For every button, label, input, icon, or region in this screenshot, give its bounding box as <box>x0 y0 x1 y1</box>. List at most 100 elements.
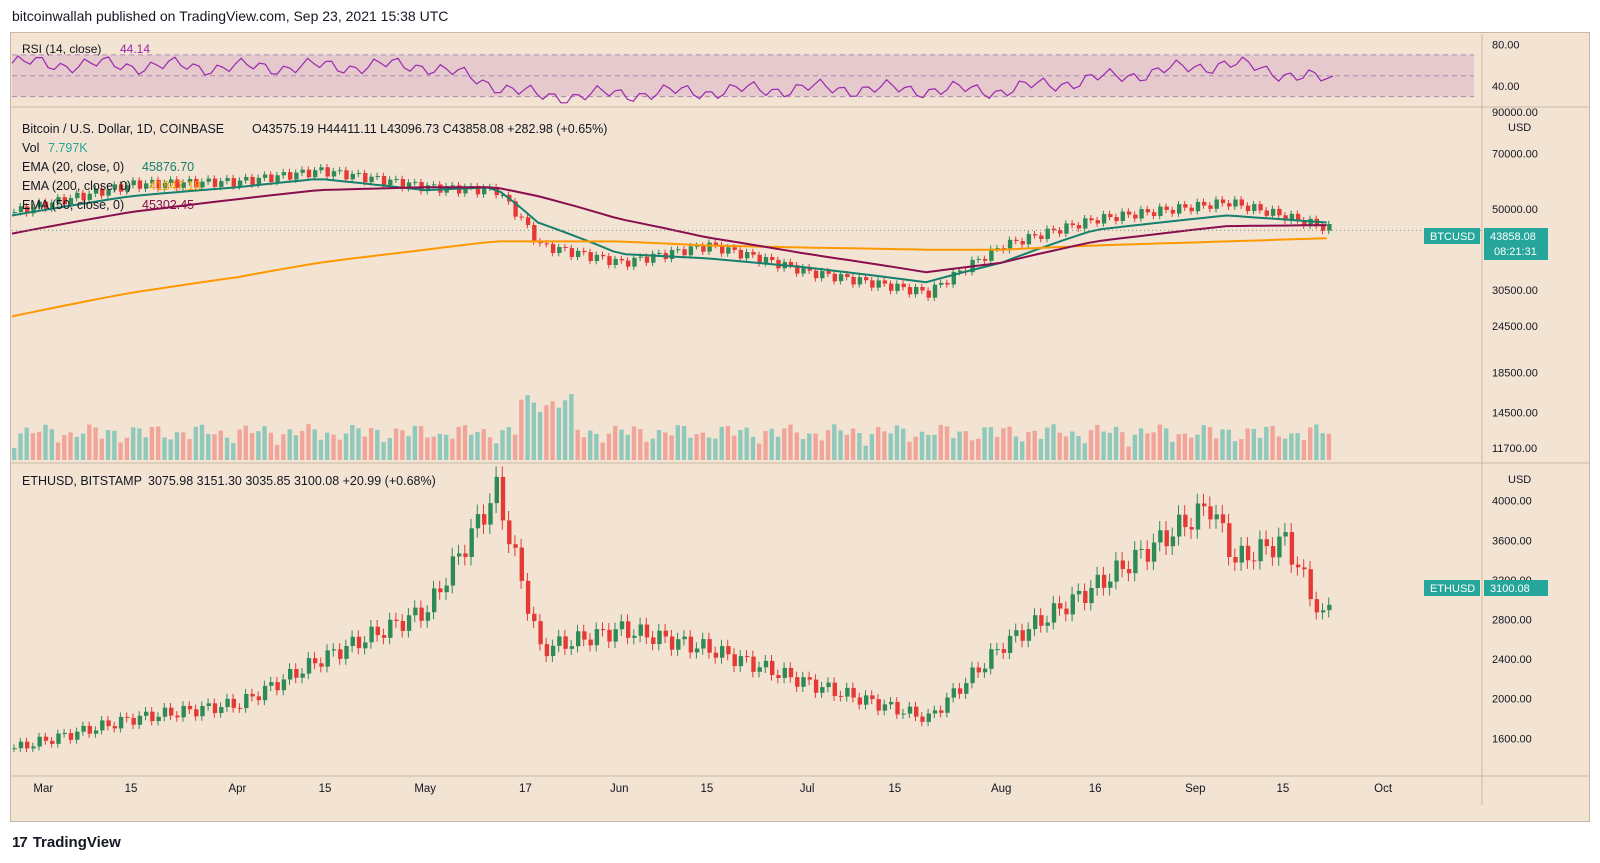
volume-bar <box>525 395 530 460</box>
btc-candle-body <box>1158 206 1163 216</box>
volume-bar <box>249 433 255 460</box>
btc-candle-body <box>43 201 49 209</box>
btc-candle-body <box>1283 215 1288 221</box>
volume-bar <box>1289 433 1294 460</box>
eth-candle-body <box>1101 574 1107 588</box>
btc-symbol-tag-text: BTCUSD <box>1430 231 1475 243</box>
volume-bar <box>757 443 762 460</box>
eth-candle-body <box>895 701 900 715</box>
eth-candle-body <box>663 630 668 637</box>
btc-candle-body <box>1020 241 1025 245</box>
btc-candle-body <box>156 179 161 189</box>
btc-candle-body <box>632 257 637 267</box>
btc-price-tag <box>1484 228 1548 260</box>
volume-bar <box>951 438 956 460</box>
btc-candle-body <box>1270 208 1276 216</box>
volume-bar <box>1320 433 1325 460</box>
volume-bar <box>105 430 111 460</box>
volume-bar <box>43 424 48 460</box>
volume-bar <box>663 432 668 460</box>
volume-bar <box>1145 433 1150 460</box>
volume-bar <box>782 428 787 460</box>
btc-candle-body <box>118 184 124 192</box>
eth-candle-body <box>1039 615 1044 626</box>
volume-bar <box>644 441 649 460</box>
volume-bar <box>1214 438 1219 460</box>
btc-candle-body <box>851 277 856 285</box>
btc-candle-body <box>745 252 750 259</box>
vol-label: Vol <box>22 141 39 155</box>
btc-candle-body <box>181 182 186 188</box>
eth-candle-body <box>682 636 687 640</box>
volume-bar <box>256 431 261 460</box>
eth-candle-body <box>713 652 719 658</box>
eth-candle-body <box>1020 630 1025 641</box>
btc-candle-body <box>939 282 944 285</box>
btc-tick: 50000.00 <box>1492 204 1538 216</box>
eth-candle-body <box>751 656 756 672</box>
btc-candle-body <box>125 185 130 192</box>
volume-bar <box>832 424 837 460</box>
rsi-tick: 40.00 <box>1492 81 1520 93</box>
time-axis: Mar 15 Apr 15 May 17 Jun 15 Jul 15 Aug 16 Sep 15 Oct <box>33 783 1392 795</box>
volume-bar <box>12 448 17 460</box>
btc-candle-body <box>1101 214 1107 224</box>
btc-candle-body <box>338 170 343 172</box>
volume-bar <box>1088 430 1094 460</box>
eth-candle-body <box>920 716 925 722</box>
btc-candle-body <box>31 207 36 214</box>
volume-bar <box>1157 424 1163 460</box>
volume-bar <box>55 442 61 460</box>
volume-bar <box>425 437 430 460</box>
btc-candle-body <box>1233 199 1238 207</box>
volume-bar <box>1095 425 1100 460</box>
volume-bar <box>876 426 881 460</box>
volume-bar <box>99 438 104 460</box>
eth-candle-body <box>757 667 762 672</box>
time-tick: Aug <box>991 783 1011 795</box>
eth-tick: 2400.00 <box>1492 654 1532 666</box>
rsi-label: RSI (14, close) <box>22 42 101 56</box>
btc-candle-body <box>100 188 105 196</box>
volume-bar <box>199 424 205 460</box>
volume-bar <box>1282 438 1288 460</box>
btc-title: Bitcoin / U.S. Dollar, 1D, COINBASE <box>22 122 224 136</box>
btc-candle-body <box>995 248 1000 250</box>
eth-candle-body <box>1270 546 1276 558</box>
eth-candle-body <box>25 741 30 749</box>
btc-candle-body <box>344 170 349 180</box>
volume-bar <box>863 445 868 460</box>
eth-tick: 4000.00 <box>1492 496 1532 508</box>
btc-candle-body <box>757 254 762 264</box>
eth-candle-body <box>62 733 67 734</box>
volume-bar <box>681 426 687 460</box>
volume-bar <box>1182 433 1188 460</box>
btc-candle-body <box>1214 199 1219 209</box>
eth-candle-body <box>482 514 487 525</box>
btc-candle-body <box>807 267 812 271</box>
chart-frame[interactable] <box>10 32 1590 822</box>
volume-bar <box>763 431 768 460</box>
eth-candle-body <box>726 646 731 655</box>
eth-candle-body <box>181 705 186 718</box>
btc-candle-body <box>169 179 174 183</box>
eth-candle-body <box>914 706 919 717</box>
eth-candle-body <box>901 713 906 715</box>
footer-brand[interactable]: 17 TradingView <box>12 834 121 851</box>
btc-candle-body <box>25 206 30 214</box>
eth-candle-body <box>150 711 155 722</box>
eth-candle-body <box>1076 590 1082 595</box>
volume-bar <box>562 400 568 460</box>
ema20-label: EMA (20, close, 0) <box>22 160 124 174</box>
eth-candle-body <box>882 704 888 711</box>
volume-bar <box>825 430 831 460</box>
volume-bar <box>268 432 274 460</box>
volume-bar <box>112 430 117 460</box>
volume-bar <box>788 424 793 460</box>
eth-candle-body <box>1220 514 1226 524</box>
volume-bar <box>606 433 612 460</box>
volume-bar <box>168 439 173 460</box>
btc-candle-body <box>1302 220 1307 226</box>
volume-bar <box>1126 446 1131 460</box>
